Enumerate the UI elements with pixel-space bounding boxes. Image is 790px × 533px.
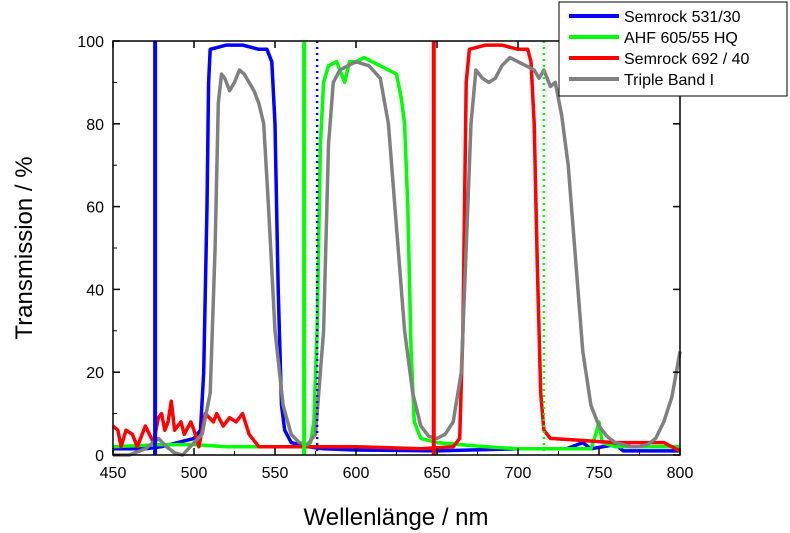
y-axis-title: Transmission / %: [11, 156, 38, 339]
axes-layer: 450 500 550 600 650 700 750 800 0 20 40 60 80 100: [77, 34, 693, 482]
series-layer: [111, 41, 682, 457]
y-tick-label-0: 0: [95, 448, 104, 465]
legend-label-3: Triple Band I: [624, 72, 714, 89]
y-tick-label-3: 60: [86, 200, 104, 217]
x-tick-label-3: 600: [343, 465, 370, 482]
x-axis-title: Wellenlänge / nm: [304, 504, 489, 531]
legend-label-0: Semrock 531/30: [624, 9, 741, 26]
y-tick-label-5: 100: [77, 34, 104, 51]
legend-label-2: Semrock 692 / 40: [624, 51, 750, 68]
y-tick-label-1: 20: [86, 365, 104, 382]
series-line-3: [113, 55, 682, 457]
x-tick-label-2: 550: [262, 465, 289, 482]
x-tick-label-0: 450: [100, 465, 127, 482]
legend-label-1: AHF 605/55 HQ: [624, 30, 738, 47]
x-tick-label-6: 750: [586, 465, 613, 482]
x-tick-label-7: 800: [667, 465, 694, 482]
x-tick-label-5: 700: [505, 465, 532, 482]
x-tick-label-4: 650: [424, 465, 451, 482]
y-tick-label-2: 40: [86, 282, 104, 299]
y-tick-label-4: 80: [86, 117, 104, 134]
legend: Semrock 531/30 AHF 605/55 HQ Semrock 692 /…: [558, 1, 788, 97]
x-tick-label-1: 500: [181, 465, 208, 482]
series-line-2: [111, 43, 681, 453]
